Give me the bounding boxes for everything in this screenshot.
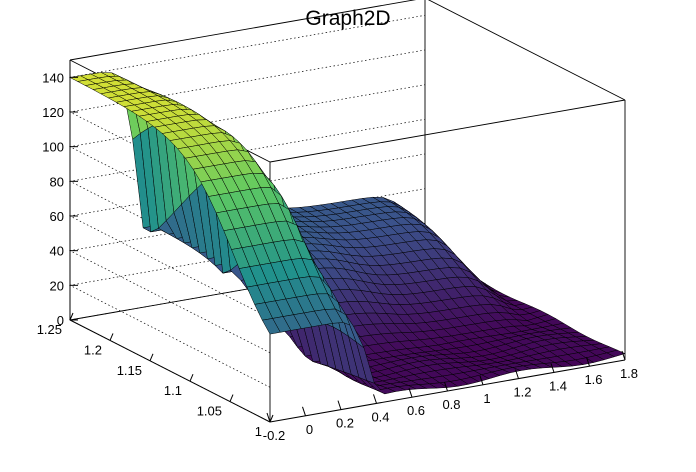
surface-cell	[606, 349, 626, 357]
y-tick-label: 1.2	[84, 342, 102, 357]
x-tick	[373, 394, 377, 404]
x-tick	[302, 406, 306, 416]
x-tick-label: 0.4	[371, 409, 389, 424]
x-tick-label: -0.2	[263, 428, 285, 443]
x-tick	[586, 357, 590, 367]
x-tick	[408, 388, 413, 398]
x-tick	[621, 350, 626, 361]
x-tick-label: 0.8	[442, 397, 460, 412]
z-tick-label: 120	[42, 105, 64, 120]
z-tick-label: 60	[50, 209, 64, 224]
z-tick-label: 140	[42, 70, 64, 85]
x-tick-label: 0.6	[407, 403, 425, 418]
y-tick	[269, 414, 274, 423]
y-tick	[109, 333, 114, 341]
z-tick-label: 40	[50, 244, 64, 259]
y-tick-label: 1	[255, 424, 262, 439]
x-tick	[444, 381, 448, 392]
surface-mesh	[69, 72, 626, 395]
x-tick	[337, 400, 342, 410]
frame-edge	[69, 0, 417, 61]
frame-edge	[427, 0, 626, 101]
y-tick	[189, 374, 194, 382]
frame-front	[269, 0, 626, 360]
z-tick-label: 80	[50, 174, 64, 189]
y-tick-label: 1.05	[197, 404, 222, 419]
x-tick-label: 1.2	[513, 385, 531, 400]
x-tick-label: 0	[306, 422, 313, 437]
x-tick	[550, 363, 555, 373]
y-axis: 1 1.05 1.1 1.15 1.2 1.25	[37, 312, 274, 439]
y-tick	[149, 353, 154, 361]
x-tick	[266, 412, 271, 423]
chart-title: Graph2D	[305, 7, 390, 30]
x-tick	[515, 369, 519, 379]
y-tick-label: 1.15	[117, 363, 142, 378]
z-tick-label: 0	[57, 313, 64, 328]
x-axis: -0.2 0 0.2 0.4 0.6 0.8 1 1.2 1.4 1.6 1.8	[263, 350, 638, 443]
y-tick-label: 1.25	[37, 322, 62, 337]
y-axis-line	[69, 319, 271, 423]
x-tick-label: 1	[483, 391, 490, 406]
z-tick-label: 20	[50, 278, 64, 293]
x-tick-label: 1.8	[620, 366, 638, 381]
frame-edge	[269, 99, 626, 163]
x-tick-label: 1.4	[549, 378, 567, 393]
y-tick	[229, 394, 234, 402]
x-tick-label: 1.6	[584, 372, 602, 387]
z-tick-label: 100	[42, 140, 64, 155]
x-tick	[479, 375, 484, 385]
y-tick-label: 1.1	[164, 383, 182, 398]
z-axis: 0 20 40 60 80 100 120 140	[42, 60, 78, 328]
y-tick	[69, 312, 74, 321]
x-tick-label: 0.2	[336, 416, 354, 431]
